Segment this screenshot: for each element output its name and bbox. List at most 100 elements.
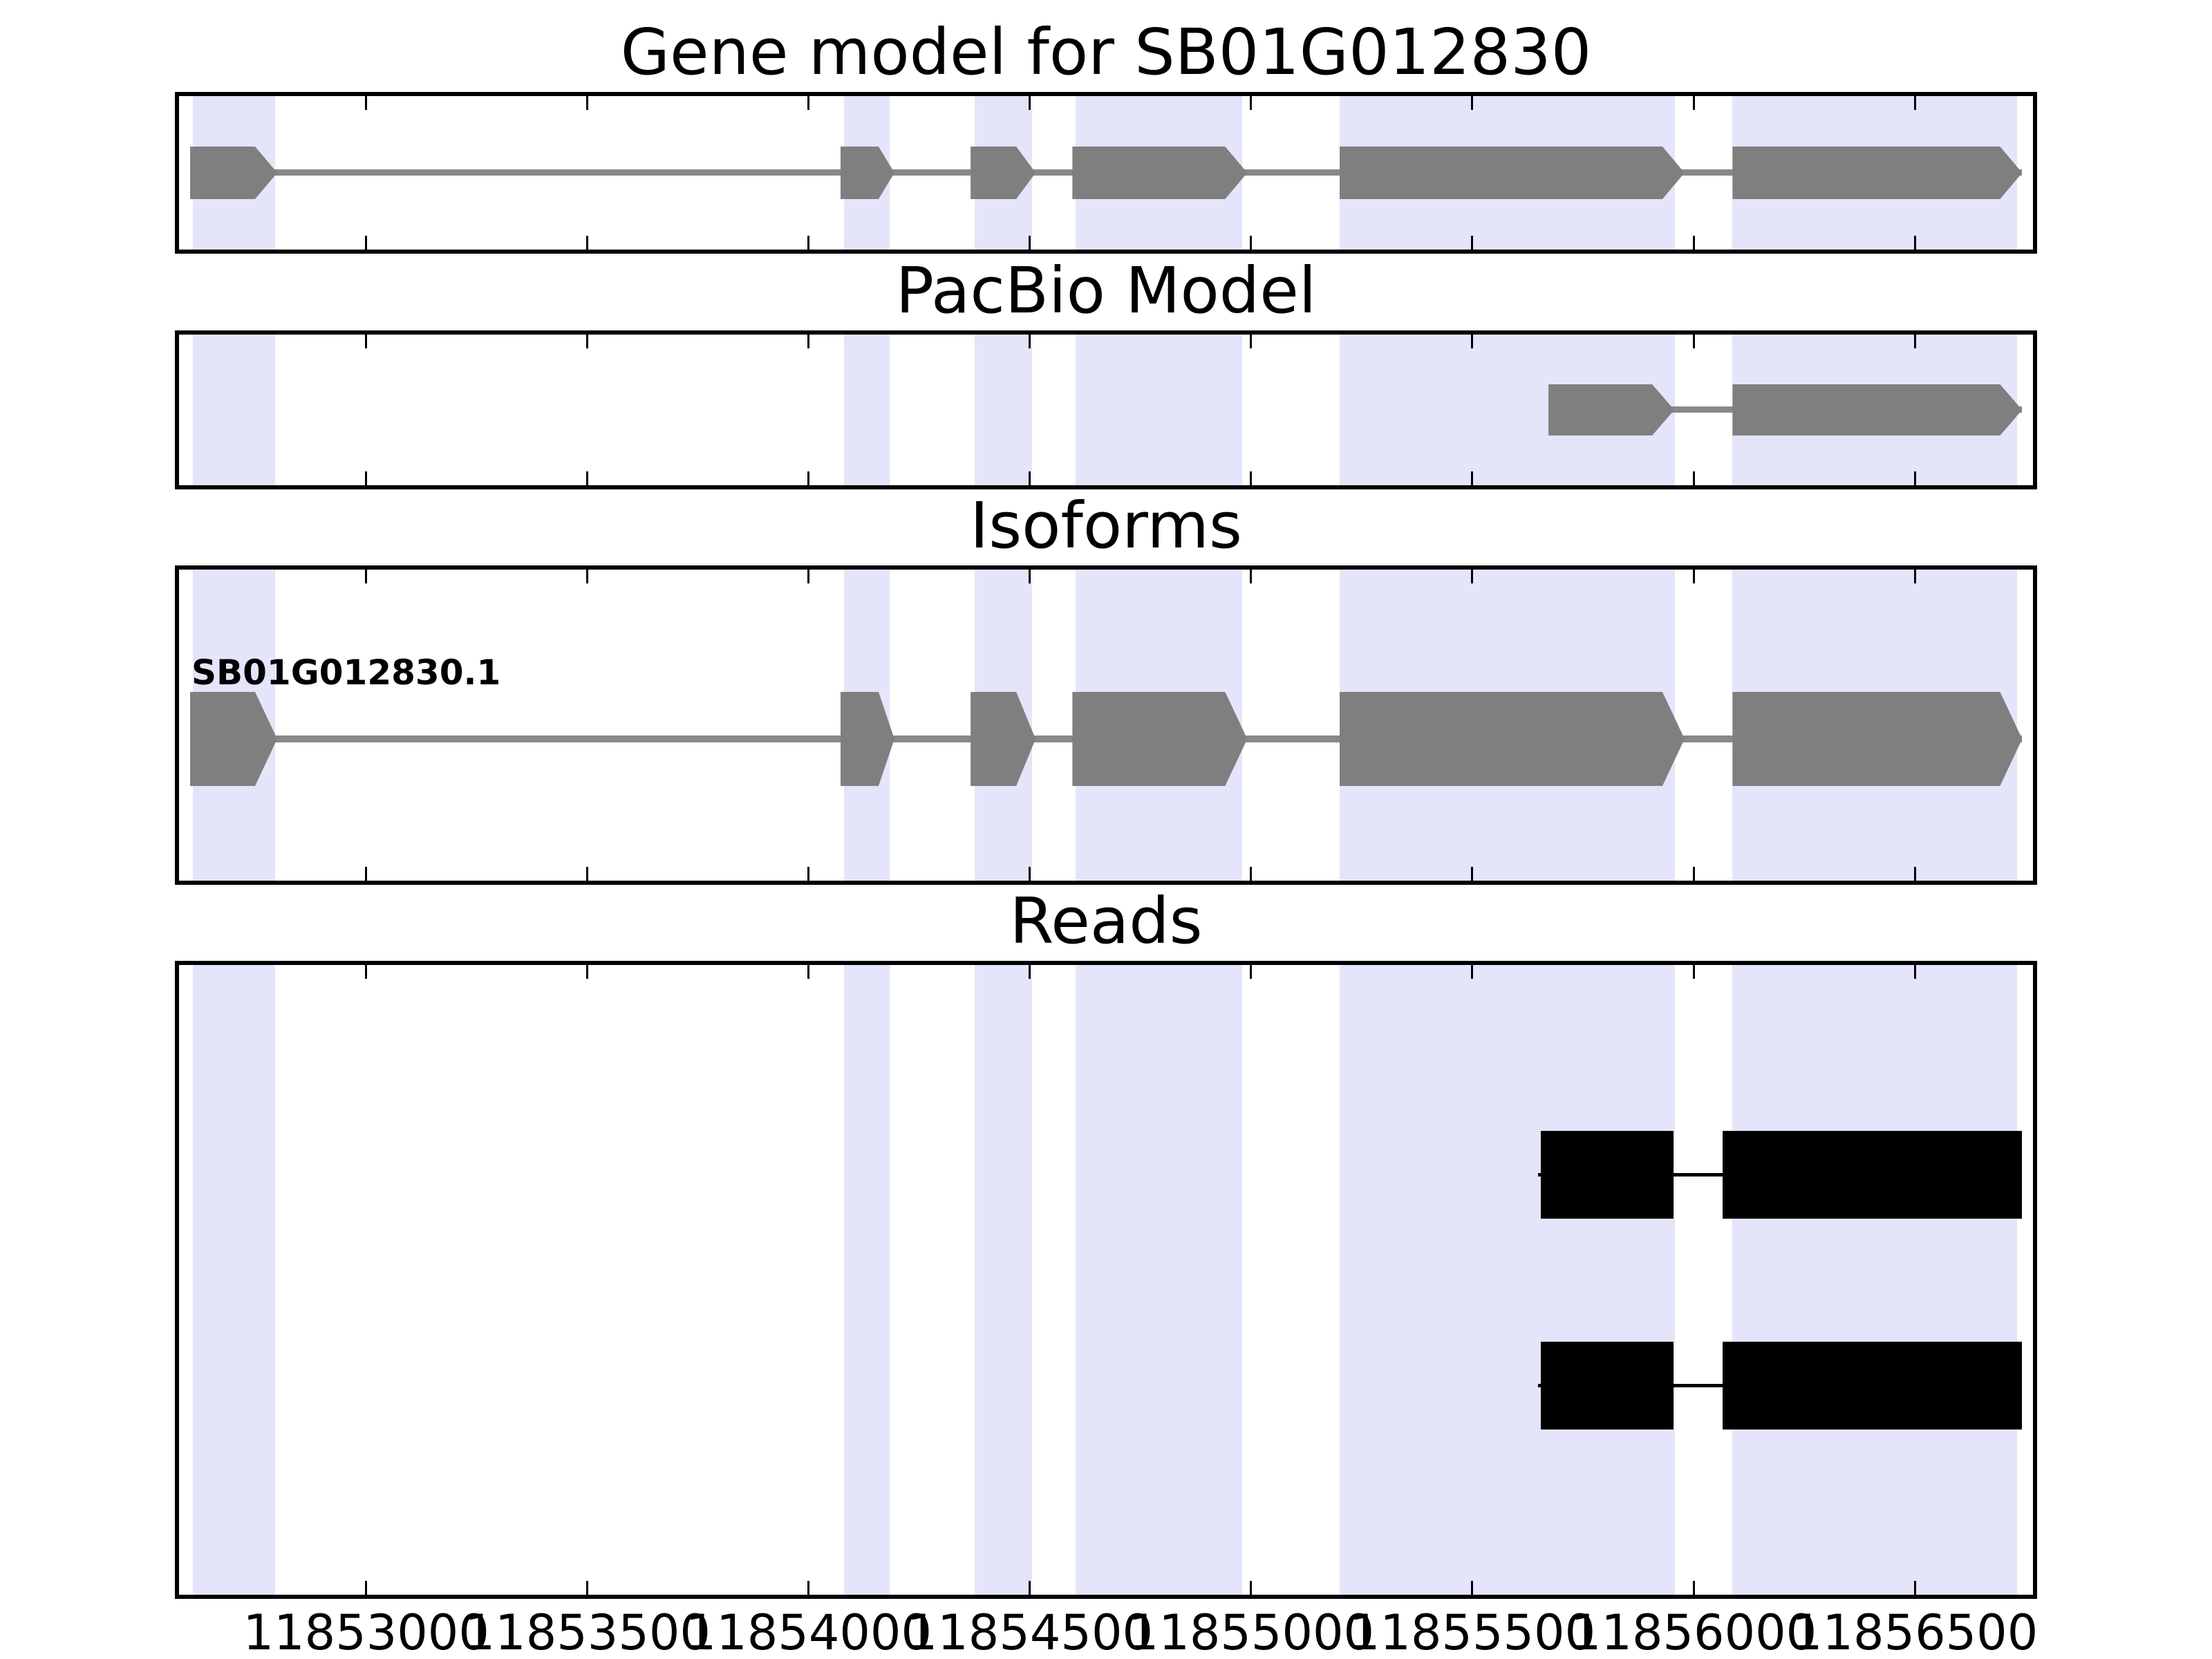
exon-highlight-band: [192, 965, 275, 1595]
gene-model-panel-title: Gene model for SB01G012830: [620, 15, 1592, 89]
axis-tick-mark: [1250, 570, 1253, 583]
axis-tick-mark: [365, 570, 368, 583]
read-block: [1723, 1131, 2023, 1219]
axis-tick-mark: [1913, 96, 1916, 110]
axis-tick-mark: [1250, 965, 1253, 979]
axis-tick-mark: [1692, 471, 1695, 485]
axis-tick-mark: [1913, 965, 1916, 979]
axis-tick-mark: [1471, 236, 1474, 250]
axis-tick-mark: [1913, 335, 1916, 348]
axis-tick-mark: [807, 335, 810, 348]
axis-tick-mark: [807, 867, 810, 881]
axis-tick-mark: [1471, 965, 1474, 979]
exon-arrow-block: [1732, 384, 2023, 435]
axis-tick-mark: [365, 471, 368, 485]
isoforms-panel-title: Isoforms: [970, 489, 1242, 563]
reads-panel: [175, 961, 2037, 1599]
axis-tick-mark: [1029, 965, 1031, 979]
axis-tick-mark: [365, 1581, 368, 1595]
axis-tick-mark: [807, 965, 810, 979]
axis-tick-mark: [1692, 867, 1695, 881]
x-axis-tick-label: 11854500: [906, 1604, 1154, 1659]
axis-tick-mark: [1692, 570, 1695, 583]
exon-arrow-block: [1072, 147, 1248, 199]
isoforms-panel: SB01G012830.1: [175, 565, 2037, 885]
exon-highlight-band: [1732, 965, 2017, 1595]
exon-highlight-band: [974, 335, 1033, 485]
axis-tick-mark: [807, 471, 810, 485]
axis-tick-mark: [586, 1581, 589, 1595]
axis-tick-mark: [807, 236, 810, 250]
reads-panel-title: Reads: [1009, 884, 1203, 958]
exon-arrow-block: [1339, 692, 1685, 786]
axis-tick-mark: [1692, 1581, 1695, 1595]
x-axis-tick-label: 11856500: [1791, 1604, 2038, 1659]
exon-arrow-block: [1548, 384, 1675, 435]
axis-tick-mark: [1250, 96, 1253, 110]
exon-highlight-band: [1075, 965, 1243, 1595]
axis-tick-mark: [807, 96, 810, 110]
x-axis-tick-label: 11854000: [685, 1604, 932, 1659]
axis-tick-mark: [365, 867, 368, 881]
axis-tick-mark: [365, 335, 368, 348]
axis-tick-mark: [1029, 1581, 1031, 1595]
x-axis-tick-label: 11853000: [243, 1604, 489, 1659]
exon-highlight-band: [844, 335, 890, 485]
axis-tick-mark: [1471, 570, 1474, 583]
exon-arrow-block: [1732, 147, 2023, 199]
axis-tick-mark: [1250, 236, 1253, 250]
axis-tick-mark: [1471, 335, 1474, 348]
axis-tick-mark: [586, 867, 589, 881]
exon-highlight-band: [974, 965, 1033, 1595]
axis-tick-mark: [1913, 570, 1916, 583]
axis-tick-mark: [1029, 471, 1031, 485]
axis-tick-mark: [365, 236, 368, 250]
axis-tick-mark: [586, 471, 589, 485]
axis-tick-mark: [1029, 236, 1031, 250]
read-block: [1541, 1131, 1674, 1219]
exon-arrow-block: [1072, 692, 1248, 786]
axis-tick-mark: [586, 335, 589, 348]
axis-tick-mark: [1029, 867, 1031, 881]
x-axis-tick-label: 11853500: [464, 1604, 711, 1659]
axis-tick-mark: [1250, 335, 1253, 348]
axis-tick-mark: [1250, 1581, 1253, 1595]
axis-tick-mark: [586, 965, 589, 979]
x-axis-tick-label: 11856000: [1570, 1604, 1817, 1659]
axis-tick-mark: [1029, 96, 1031, 110]
axis-tick-mark: [1913, 867, 1916, 881]
pacbio-model-panel: [175, 330, 2037, 489]
axis-tick-mark: [586, 96, 589, 110]
axis-tick-mark: [1913, 236, 1916, 250]
axis-tick-mark: [586, 570, 589, 583]
exon-highlight-band: [844, 965, 890, 1595]
axis-tick-mark: [807, 570, 810, 583]
axis-tick-mark: [1913, 471, 1916, 485]
exon-highlight-band: [192, 335, 275, 485]
axis-tick-mark: [365, 965, 368, 979]
axis-tick-mark: [1692, 965, 1695, 979]
exon-highlight-band: [1339, 965, 1676, 1595]
axis-tick-mark: [1029, 335, 1031, 348]
exon-arrow-block: [1732, 692, 2023, 786]
pacbio-model-panel-title: PacBio Model: [895, 254, 1317, 328]
axis-tick-mark: [1471, 471, 1474, 485]
axis-tick-mark: [1692, 96, 1695, 110]
axis-tick-mark: [1250, 867, 1253, 881]
read-block: [1723, 1342, 2023, 1430]
axis-tick-mark: [1692, 236, 1695, 250]
read-block: [1541, 1342, 1674, 1430]
axis-tick-mark: [807, 1581, 810, 1595]
axis-tick-mark: [1471, 1581, 1474, 1595]
axis-tick-mark: [1913, 1581, 1916, 1595]
axis-tick-mark: [586, 236, 589, 250]
isoform-id-label: SB01G012830.1: [191, 653, 501, 693]
x-axis-tick-label: 11855500: [1349, 1604, 1596, 1659]
axis-tick-mark: [1471, 96, 1474, 110]
x-axis-tick-label: 11855000: [1127, 1604, 1375, 1659]
gene-model-panel: [175, 92, 2037, 254]
axis-tick-mark: [1250, 471, 1253, 485]
axis-tick-mark: [365, 96, 368, 110]
axis-tick-mark: [1692, 335, 1695, 348]
